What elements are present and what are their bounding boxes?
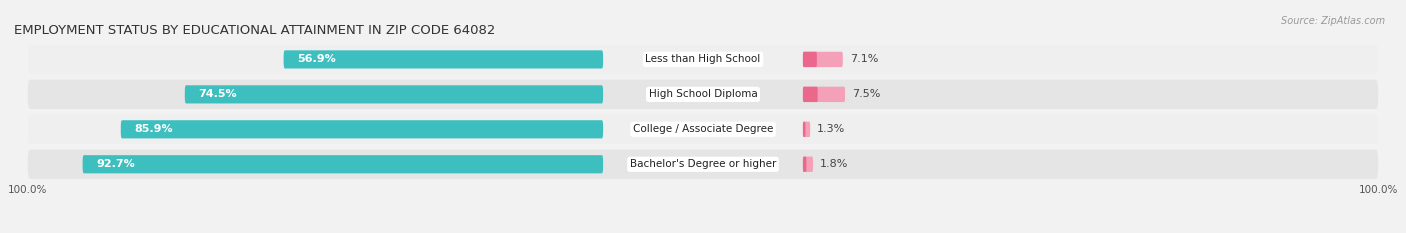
Text: 74.5%: 74.5%	[198, 89, 238, 99]
FancyBboxPatch shape	[803, 122, 810, 137]
FancyBboxPatch shape	[28, 115, 1378, 144]
Text: 56.9%: 56.9%	[298, 55, 336, 64]
Text: 7.1%: 7.1%	[849, 55, 877, 64]
FancyBboxPatch shape	[803, 157, 813, 172]
FancyBboxPatch shape	[28, 150, 1378, 179]
FancyBboxPatch shape	[803, 52, 842, 67]
Text: 1.8%: 1.8%	[820, 159, 848, 169]
Text: EMPLOYMENT STATUS BY EDUCATIONAL ATTAINMENT IN ZIP CODE 64082: EMPLOYMENT STATUS BY EDUCATIONAL ATTAINM…	[14, 24, 495, 37]
Legend: In Labor Force, Unemployed: In Labor Force, Unemployed	[599, 230, 807, 233]
Text: 7.5%: 7.5%	[852, 89, 880, 99]
FancyBboxPatch shape	[121, 120, 603, 138]
FancyBboxPatch shape	[803, 52, 817, 67]
Text: Less than High School: Less than High School	[645, 55, 761, 64]
FancyBboxPatch shape	[184, 85, 603, 103]
FancyBboxPatch shape	[803, 122, 806, 137]
Text: Source: ZipAtlas.com: Source: ZipAtlas.com	[1281, 16, 1385, 26]
FancyBboxPatch shape	[803, 157, 807, 172]
FancyBboxPatch shape	[803, 87, 818, 102]
Text: 85.9%: 85.9%	[135, 124, 173, 134]
FancyBboxPatch shape	[28, 80, 1378, 109]
FancyBboxPatch shape	[83, 155, 603, 173]
Text: Bachelor's Degree or higher: Bachelor's Degree or higher	[630, 159, 776, 169]
Text: 92.7%: 92.7%	[97, 159, 135, 169]
Text: High School Diploma: High School Diploma	[648, 89, 758, 99]
FancyBboxPatch shape	[284, 50, 603, 69]
Text: 1.3%: 1.3%	[817, 124, 845, 134]
FancyBboxPatch shape	[28, 45, 1378, 74]
Text: College / Associate Degree: College / Associate Degree	[633, 124, 773, 134]
FancyBboxPatch shape	[803, 87, 845, 102]
